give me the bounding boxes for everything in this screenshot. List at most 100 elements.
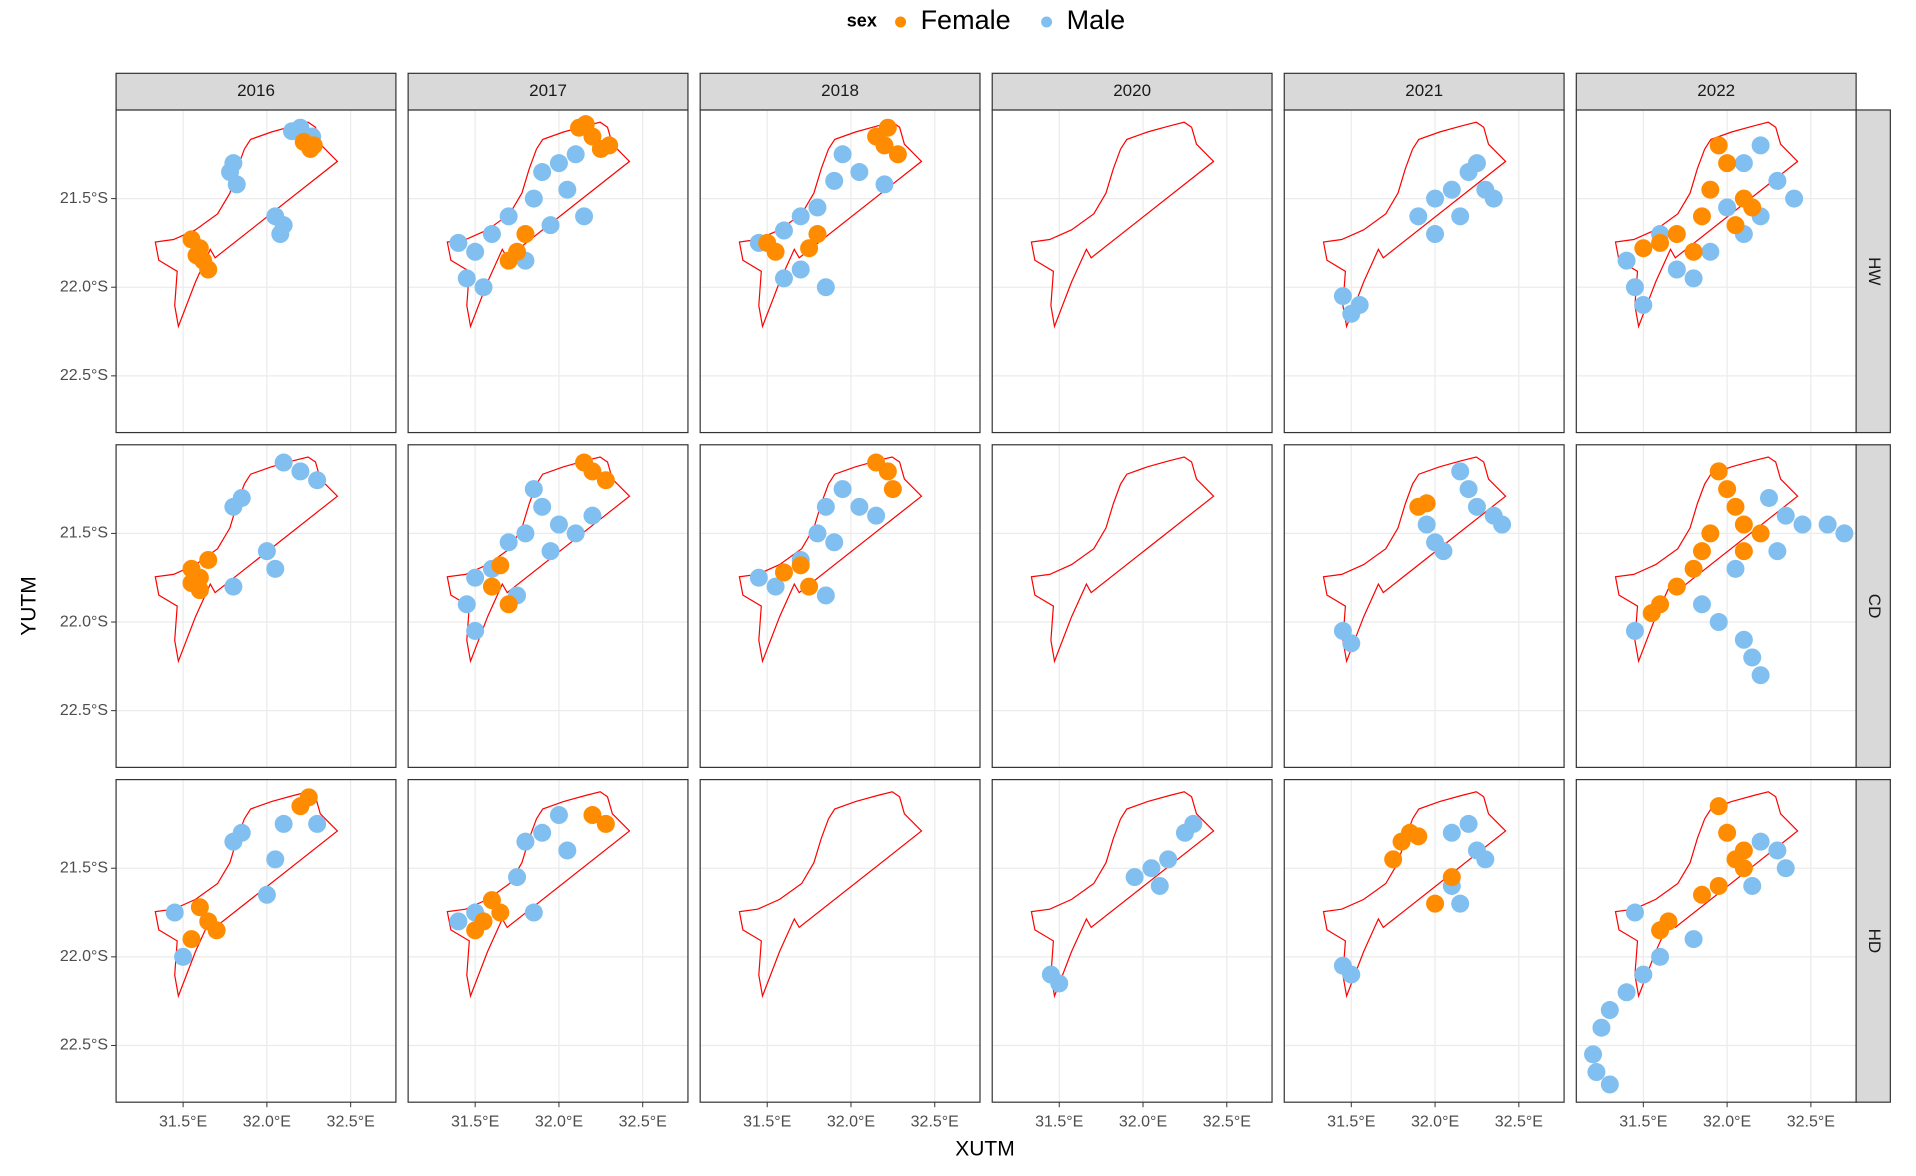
strip-label: 2020 xyxy=(1113,81,1151,100)
point xyxy=(1684,269,1703,288)
point xyxy=(257,885,276,904)
point xyxy=(304,136,323,155)
point xyxy=(816,278,835,297)
point xyxy=(274,814,293,833)
point xyxy=(187,246,206,265)
point xyxy=(1768,171,1787,190)
point xyxy=(878,462,897,481)
point xyxy=(541,542,560,561)
legend-swatch xyxy=(895,16,907,28)
point xyxy=(1426,894,1445,913)
point xyxy=(1751,524,1770,543)
y-tick-label: 22.0°S xyxy=(60,613,108,630)
point xyxy=(466,921,485,940)
point xyxy=(524,189,543,208)
panel-border xyxy=(115,444,397,768)
point xyxy=(791,207,810,226)
boundary xyxy=(1030,121,1215,329)
point xyxy=(576,115,595,134)
x-tick-label: 32.0°E xyxy=(1411,1113,1459,1130)
point xyxy=(1634,295,1653,314)
point xyxy=(774,269,793,288)
panel-border xyxy=(991,444,1273,768)
point xyxy=(825,533,844,552)
x-tick-label: 32.5°E xyxy=(911,1113,959,1130)
point xyxy=(1651,947,1670,966)
strip xyxy=(1575,72,1857,111)
point xyxy=(1587,1063,1606,1082)
point xyxy=(1459,814,1478,833)
point xyxy=(457,595,476,614)
point xyxy=(1743,198,1762,217)
point xyxy=(1493,515,1512,534)
panel-border xyxy=(1283,778,1565,1103)
x-tick-label: 31.5°E xyxy=(1035,1113,1083,1130)
panel-marks xyxy=(1614,456,1854,685)
point xyxy=(1692,885,1711,904)
point xyxy=(1442,823,1461,842)
strip-label: HW xyxy=(1865,257,1884,285)
point xyxy=(1684,242,1703,261)
point xyxy=(190,898,209,917)
panel-marks xyxy=(738,118,923,329)
boundary xyxy=(738,456,923,664)
point xyxy=(1684,559,1703,578)
point xyxy=(1642,604,1661,623)
x-tick-label: 31.5°E xyxy=(1327,1113,1375,1130)
panel-border xyxy=(407,444,689,768)
point xyxy=(1625,278,1644,297)
point xyxy=(1692,207,1711,226)
point xyxy=(583,506,602,525)
point xyxy=(1718,198,1737,217)
point xyxy=(791,556,810,575)
point xyxy=(474,278,493,297)
point xyxy=(499,595,518,614)
panel-marks xyxy=(738,791,923,999)
x-tick-label: 31.5°E xyxy=(159,1113,207,1130)
point xyxy=(883,480,902,499)
point xyxy=(800,239,819,258)
point xyxy=(257,542,276,561)
point xyxy=(1751,832,1770,851)
point xyxy=(1451,207,1470,226)
point xyxy=(466,621,485,640)
x-tick-label: 31.5°E xyxy=(743,1113,791,1130)
panel-marks xyxy=(1322,791,1507,999)
y-tick-label: 21.5°S xyxy=(60,190,108,207)
point xyxy=(1768,542,1787,561)
strip xyxy=(115,72,397,111)
point xyxy=(596,814,615,833)
point xyxy=(449,233,468,252)
point xyxy=(1159,850,1178,869)
y-tick-label: 21.5°S xyxy=(60,859,108,876)
point xyxy=(1451,894,1470,913)
point xyxy=(1785,189,1804,208)
point xyxy=(575,207,594,226)
x-tick-label: 31.5°E xyxy=(1619,1113,1667,1130)
panel-marks xyxy=(1030,791,1215,999)
point xyxy=(1459,480,1478,499)
panel-border xyxy=(407,778,689,1103)
point xyxy=(808,225,827,244)
point xyxy=(1726,497,1745,516)
point xyxy=(227,175,246,194)
point xyxy=(1333,956,1352,975)
point xyxy=(1150,876,1169,895)
point xyxy=(1734,154,1753,173)
panel-marks xyxy=(1584,791,1799,1094)
point xyxy=(1417,494,1436,513)
point xyxy=(1584,1045,1603,1064)
point xyxy=(1442,180,1461,199)
point xyxy=(266,559,285,578)
strip-label: CD xyxy=(1865,594,1884,619)
panel-marks xyxy=(1614,121,1804,329)
point xyxy=(1718,823,1737,842)
point xyxy=(558,841,577,860)
strip xyxy=(1855,778,1891,1103)
point xyxy=(524,480,543,499)
y-tick-label: 22.0°S xyxy=(60,278,108,295)
point xyxy=(271,225,290,244)
point xyxy=(1734,630,1753,649)
point xyxy=(1333,287,1352,306)
point xyxy=(1734,542,1753,561)
